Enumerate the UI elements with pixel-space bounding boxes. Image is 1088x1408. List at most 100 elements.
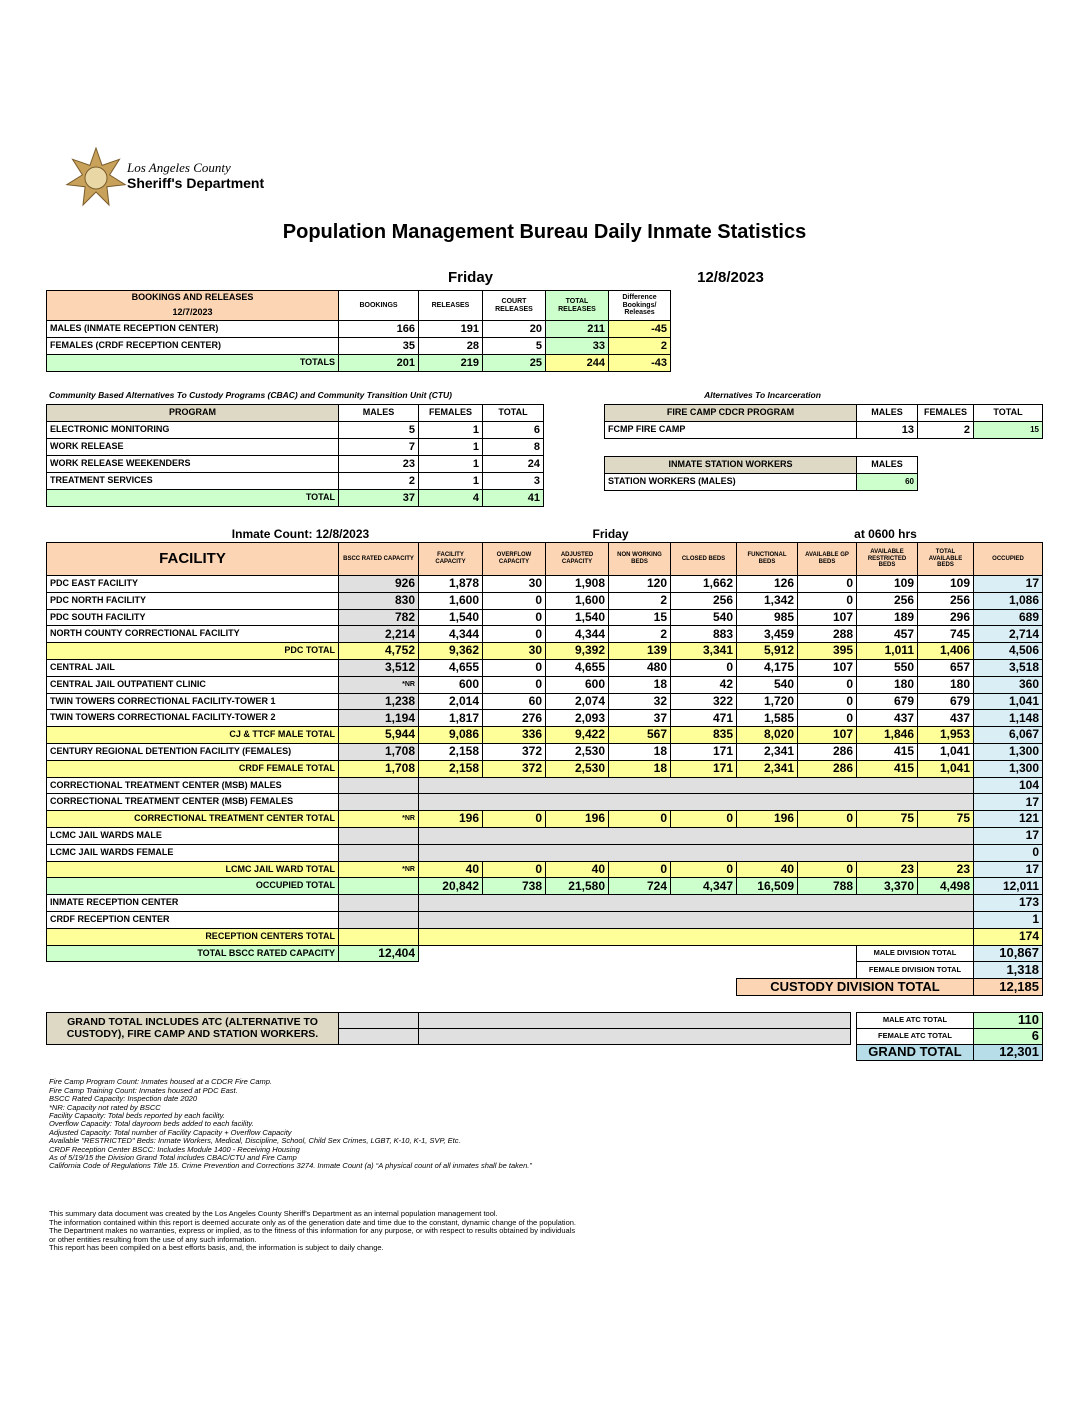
- cell: 256: [670, 591, 737, 610]
- footnote: Adjusted Capacity: Total number of Facil…: [49, 1128, 292, 1137]
- cell: 471: [670, 709, 737, 728]
- cell: 25: [482, 354, 546, 372]
- cell: 3,341: [670, 642, 737, 660]
- cell: 0: [797, 575, 857, 593]
- row-label: PDC SOUTH FACILITY: [46, 608, 339, 627]
- cell: 8: [482, 438, 544, 456]
- cell: 2,341: [736, 759, 798, 778]
- cell: 2,530: [545, 759, 609, 778]
- occupied-cell: 173: [973, 894, 1043, 912]
- cell: 171: [670, 743, 737, 761]
- cell: 107: [797, 726, 857, 744]
- cell: 21,580: [545, 877, 609, 896]
- section-title: Alternatives To Incarceration: [704, 389, 821, 400]
- cell: 286: [797, 759, 857, 778]
- cell: 0: [797, 675, 857, 694]
- logo: [65, 146, 127, 207]
- cell: [338, 793, 419, 812]
- column-header: ADJUSTED CAPACITY: [545, 542, 609, 576]
- disclaimer: The Department makes no warranties, expr…: [49, 1226, 576, 1236]
- cell: 276: [482, 709, 546, 728]
- cell: 201: [338, 354, 419, 372]
- blank-area: [338, 1028, 419, 1045]
- cell: 18: [608, 675, 671, 694]
- cell: 1,600: [418, 591, 483, 610]
- row-label: OCCUPIED TOTAL: [46, 877, 339, 896]
- cell: 336: [482, 726, 546, 744]
- cell: 15: [608, 608, 671, 627]
- occupied-cell: 1,086: [973, 591, 1043, 610]
- cell: 883: [670, 625, 737, 644]
- cell: 296: [917, 608, 974, 627]
- occupied-cell: 1,300: [973, 743, 1043, 761]
- cell: 196: [736, 810, 798, 828]
- disclaimer: The information contained within this re…: [49, 1218, 576, 1227]
- cell: 5: [482, 337, 546, 355]
- cell: 9,392: [545, 642, 609, 660]
- cell: [338, 927, 419, 946]
- division-label: CUSTODY DIVISION TOTAL: [736, 978, 974, 996]
- cell: 120: [608, 575, 671, 593]
- cell: 2,214: [338, 625, 419, 644]
- cell: [338, 827, 419, 845]
- title: Population Management Bureau Daily Inmat…: [282, 220, 807, 243]
- cell: WORK RELEASE: [46, 438, 339, 456]
- cell: TOTALS: [46, 354, 339, 372]
- cell: 4,752: [338, 642, 419, 660]
- cell: 1: [418, 421, 483, 439]
- cell: 1,540: [418, 608, 483, 627]
- disclaimer: or other entities resulting from the use…: [49, 1235, 257, 1244]
- cell: [338, 877, 419, 896]
- column-header: AVAILABLE GP BEDS: [797, 542, 857, 576]
- cell: 926: [338, 575, 419, 593]
- cell: 2,341: [736, 743, 798, 761]
- footnote: As of 5/19/15 the Division Grand Total i…: [49, 1153, 297, 1162]
- cell: [338, 894, 419, 912]
- column-header: FACILITY CAPACITY: [418, 542, 483, 576]
- cell: *NR: [338, 860, 419, 879]
- column-header: COURT RELEASES: [482, 290, 546, 321]
- occupied-cell: 360: [973, 675, 1043, 694]
- row-label: PDC TOTAL: [46, 642, 339, 660]
- cell: 1: [418, 438, 483, 456]
- cell: 7: [338, 438, 419, 456]
- occupied-cell: 17: [973, 860, 1043, 879]
- cell: 657: [917, 659, 974, 677]
- count-label: Inmate Count: 12/8/2023: [231, 526, 370, 541]
- column-header: TOTAL RELEASES: [545, 290, 609, 321]
- cell: 2: [338, 472, 419, 490]
- row-label: CENTRAL JAIL: [46, 659, 339, 677]
- blank-area: [338, 1012, 419, 1029]
- cell: -43: [608, 354, 671, 372]
- cell: FCMP FIRE CAMP: [604, 421, 857, 439]
- cell: 0: [797, 591, 857, 610]
- row-label: LCMC JAIL WARD TOTAL: [46, 860, 339, 879]
- row-label: CRDF RECEPTION CENTER: [46, 911, 339, 929]
- occupied-cell: 1,041: [973, 692, 1043, 711]
- cell: 2,074: [545, 692, 609, 711]
- footnote: Facility Capacity: Total beds reported b…: [49, 1111, 225, 1120]
- row-label: CENTURY REGIONAL DETENTION FACILITY (FEM…: [46, 743, 339, 761]
- cell: 8,020: [736, 726, 798, 744]
- cell: 16,509: [736, 877, 798, 896]
- cell: 244: [545, 354, 609, 372]
- cell: 0: [482, 659, 546, 677]
- occupied-cell: 174: [973, 927, 1043, 946]
- footnote: *NR: Capacity not rated by BSCC: [49, 1103, 161, 1112]
- grand-label: FEMALE ATC TOTAL: [856, 1028, 974, 1045]
- cell: 830: [338, 591, 419, 610]
- occupied-cell: 121: [973, 810, 1043, 828]
- occupied-cell: 1,300: [973, 759, 1043, 778]
- agency-line2: Sheriff's Department: [127, 175, 265, 192]
- column-header: RELEASES: [418, 290, 483, 321]
- cell: 41: [482, 489, 544, 507]
- cell: 0: [482, 625, 546, 644]
- blank-area: [418, 793, 974, 812]
- cell: 18: [608, 743, 671, 761]
- column-header: INMATE STATION WORKERS: [604, 456, 857, 474]
- cell: 540: [670, 608, 737, 627]
- occupied-cell: 1: [973, 911, 1043, 929]
- cell: 0: [670, 659, 737, 677]
- cell: 40: [545, 860, 609, 879]
